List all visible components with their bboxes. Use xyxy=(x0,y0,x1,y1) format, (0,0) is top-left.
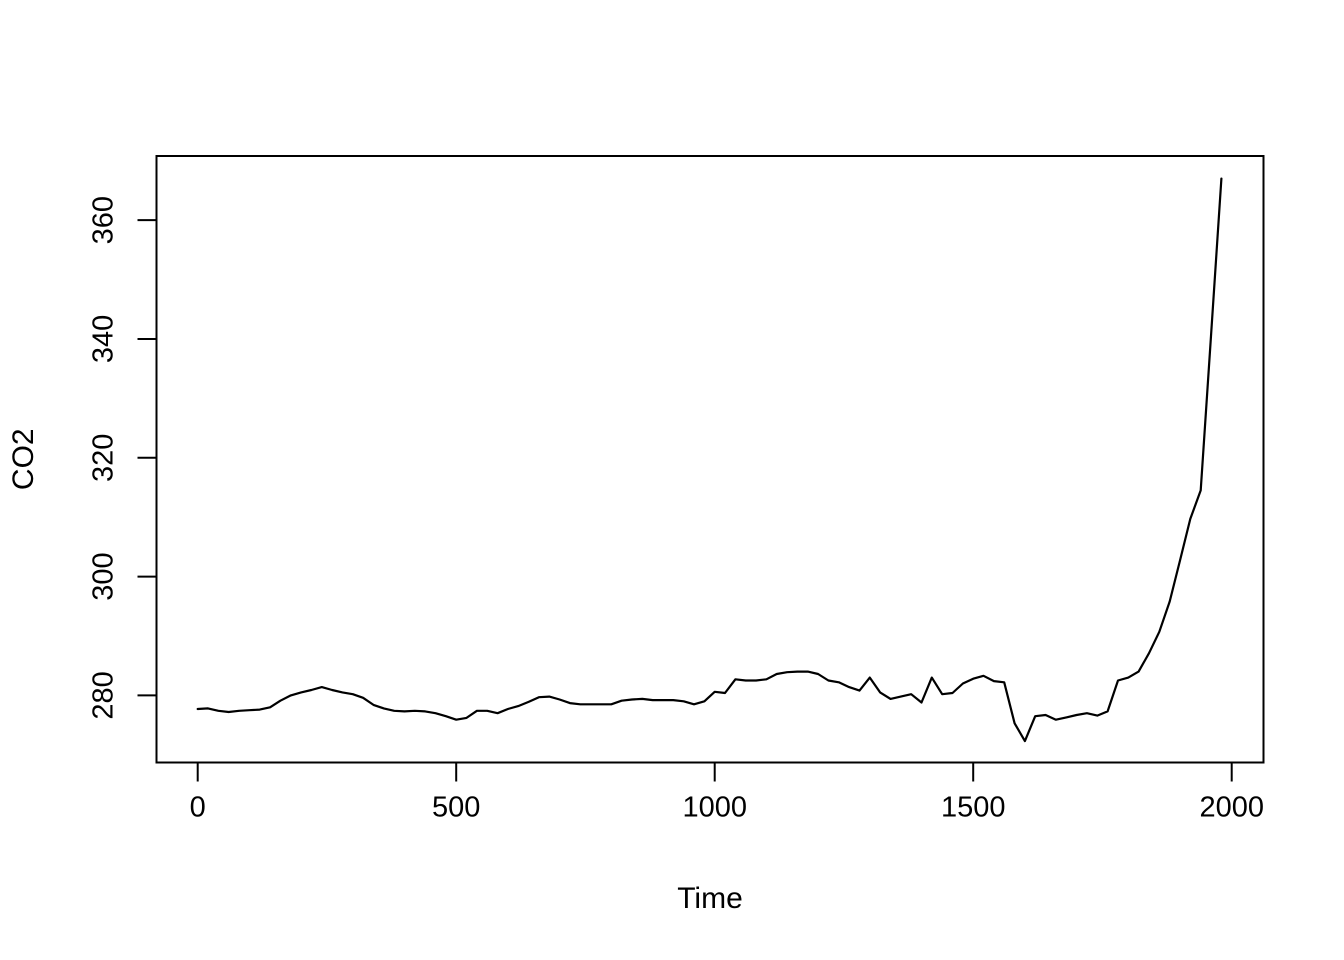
x-axis-ticks xyxy=(196,762,1233,782)
plot-border-box xyxy=(155,155,1265,764)
y-tick-label: 320 xyxy=(88,434,120,482)
y-tick-label: 340 xyxy=(88,315,120,363)
x-tick-label: 500 xyxy=(432,792,480,824)
y-axis-tick-labels: 280 300 320 340 360 xyxy=(88,196,120,720)
x-tick-label: 2000 xyxy=(1199,792,1264,824)
y-axis-ticks xyxy=(137,219,157,697)
x-tick-label: 1000 xyxy=(682,792,747,824)
x-axis-tick-labels: 0 500 1000 1500 2000 xyxy=(190,792,1264,824)
x-tick-label: 1500 xyxy=(941,792,1006,824)
x-axis-title: Time xyxy=(677,882,743,915)
y-tick-label: 300 xyxy=(88,552,120,600)
x-tick-label: 0 xyxy=(190,792,206,824)
y-tick-label: 280 xyxy=(88,671,120,719)
co2-data-line xyxy=(196,177,1223,743)
y-axis-title: CO2 xyxy=(7,428,40,490)
y-tick-label: 360 xyxy=(88,196,120,244)
